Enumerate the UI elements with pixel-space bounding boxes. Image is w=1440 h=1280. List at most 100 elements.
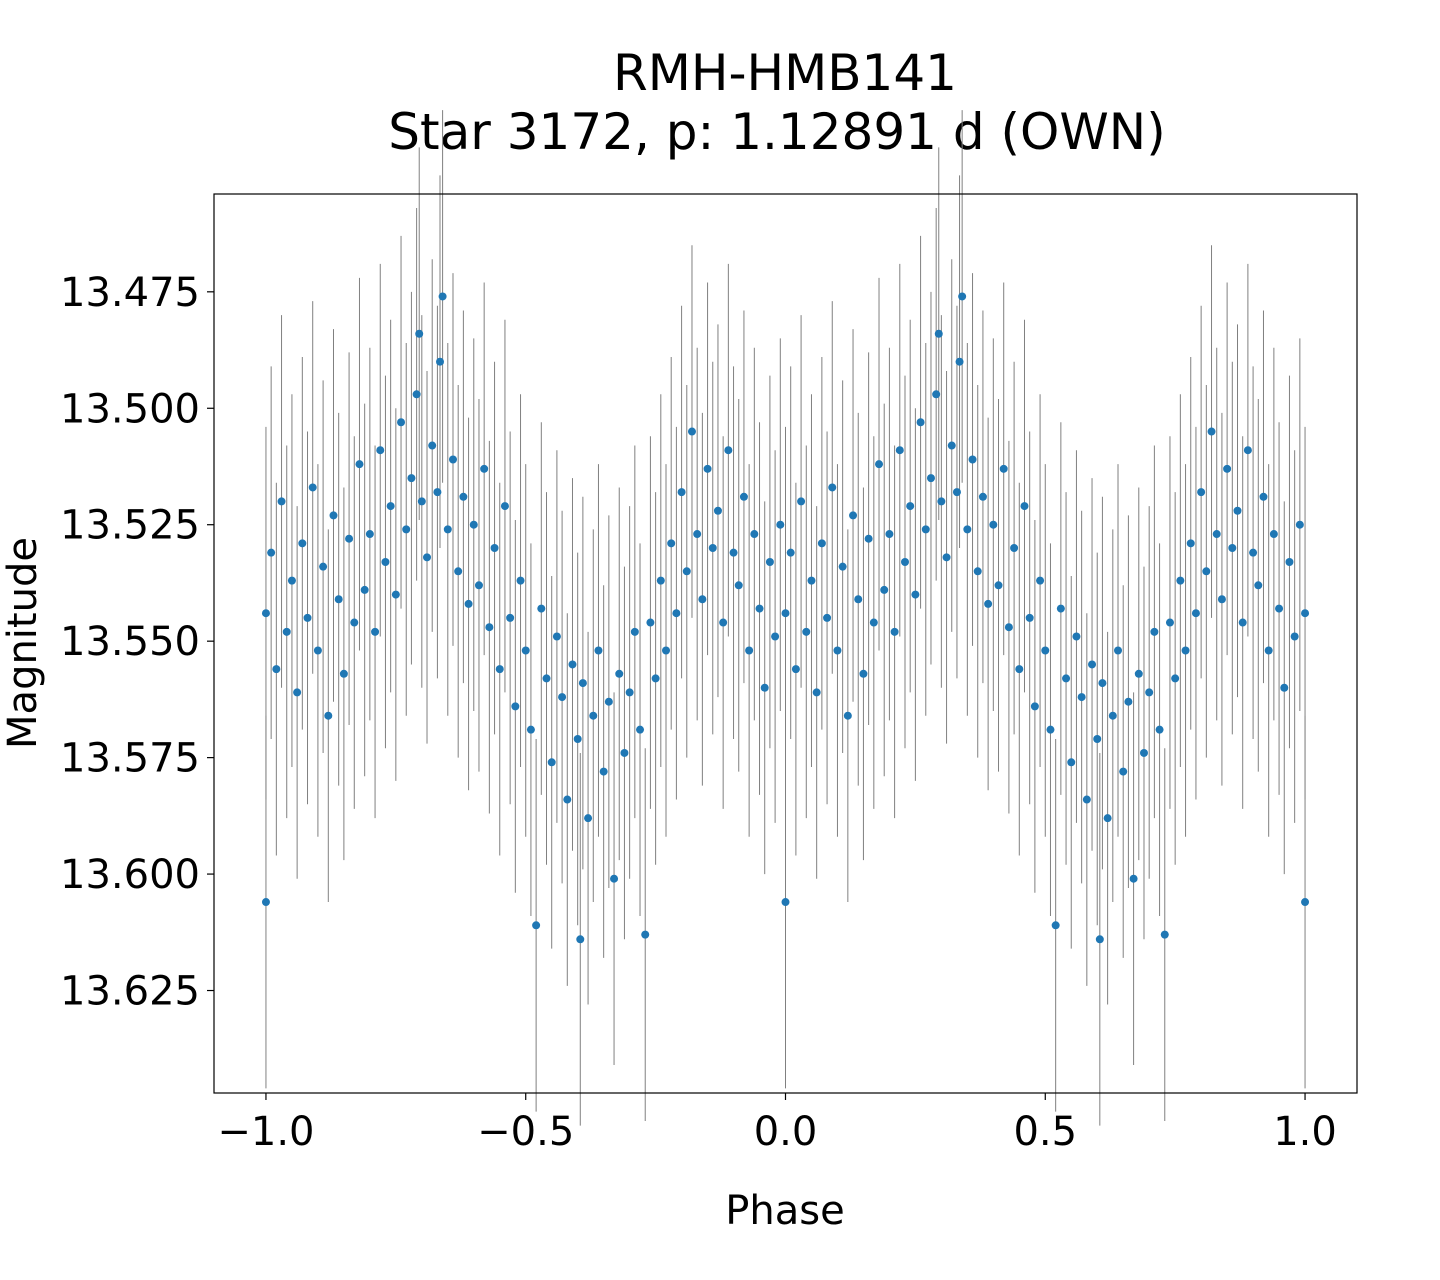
data-point: [1082, 795, 1091, 804]
data-point: [760, 683, 769, 692]
data-point: [1004, 623, 1013, 632]
data-point: [916, 418, 925, 427]
data-point: [485, 623, 494, 632]
data-point: [828, 483, 837, 492]
data-point: [589, 711, 598, 720]
data-point: [308, 483, 317, 492]
data-point: [999, 464, 1008, 473]
data-point: [1301, 609, 1310, 618]
data-point: [578, 679, 587, 688]
data-point: [641, 930, 650, 939]
data-point: [329, 511, 338, 520]
data-point: [480, 464, 489, 473]
data-point: [693, 530, 702, 539]
data-marks: [261, 110, 1310, 1126]
data-point: [469, 520, 478, 529]
data-point: [849, 511, 858, 520]
data-point: [1249, 548, 1258, 557]
data-point: [495, 665, 504, 674]
data-point: [776, 520, 785, 529]
data-point: [1036, 576, 1045, 585]
data-point: [807, 576, 816, 585]
data-point: [313, 646, 322, 655]
data-point: [319, 562, 328, 571]
data-point: [282, 627, 291, 636]
data-point: [537, 604, 546, 613]
data-point: [1046, 725, 1055, 734]
data-point: [1124, 697, 1133, 706]
data-point: [293, 688, 302, 697]
data-point: [1217, 595, 1226, 604]
data-point: [436, 357, 445, 366]
x-tick-label: −1.0: [217, 1109, 314, 1155]
data-point: [448, 455, 457, 464]
data-point: [1171, 674, 1180, 683]
data-point: [542, 674, 551, 683]
data-point: [298, 539, 307, 548]
data-point: [584, 814, 593, 823]
data-point: [423, 553, 432, 562]
data-point: [729, 548, 738, 557]
data-point: [576, 935, 585, 944]
data-point: [875, 460, 884, 469]
x-tick-label: 0.5: [1013, 1109, 1077, 1155]
data-point: [797, 497, 806, 506]
data-point: [1186, 539, 1195, 548]
data-point: [625, 688, 634, 697]
data-point: [843, 711, 852, 720]
data-point: [672, 609, 681, 618]
y-tick-label: 13.500: [60, 386, 200, 432]
y-tick-label: 13.475: [60, 270, 200, 316]
data-point: [734, 581, 743, 590]
data-point: [1181, 646, 1190, 655]
data-point: [880, 585, 889, 594]
data-point: [417, 497, 426, 506]
data-point: [360, 585, 369, 594]
data-point: [984, 599, 993, 608]
data-point: [615, 669, 624, 678]
data-point: [942, 553, 951, 562]
data-point: [1264, 646, 1273, 655]
data-point: [662, 646, 671, 655]
data-point: [682, 567, 691, 576]
data-point: [739, 492, 748, 501]
data-point: [703, 464, 712, 473]
data-point: [1202, 567, 1211, 576]
data-point: [687, 427, 696, 436]
data-point: [1275, 604, 1284, 613]
data-point: [474, 581, 483, 590]
data-point: [350, 618, 359, 627]
data-point: [755, 604, 764, 613]
data-point: [355, 460, 364, 469]
data-point: [1223, 464, 1232, 473]
data-point: [885, 530, 894, 539]
data-point: [978, 492, 987, 501]
data-point: [261, 898, 270, 907]
data-point: [859, 669, 868, 678]
data-point: [812, 688, 821, 697]
data-point: [1145, 688, 1154, 697]
x-axis: −1.0 −0.5 0.0 0.5 1.0: [217, 1093, 1337, 1155]
data-point: [765, 557, 774, 566]
data-point: [1165, 618, 1174, 627]
data-point: [823, 613, 832, 622]
data-point: [454, 567, 463, 576]
data-point: [708, 544, 717, 553]
data-point: [968, 455, 977, 464]
data-point: [771, 632, 780, 641]
data-point: [500, 502, 509, 511]
data-point: [568, 660, 577, 669]
data-point: [989, 520, 998, 529]
data-point: [506, 613, 515, 622]
x-tick-label: −0.5: [477, 1109, 574, 1155]
data-point: [412, 390, 421, 399]
y-tick-label: 13.525: [60, 503, 200, 549]
data-point: [599, 767, 608, 776]
data-point: [926, 474, 935, 483]
data-point: [1098, 679, 1107, 688]
data-point: [1243, 446, 1252, 455]
data-points: [261, 292, 1310, 944]
data-point: [854, 595, 863, 604]
data-point: [415, 329, 424, 338]
